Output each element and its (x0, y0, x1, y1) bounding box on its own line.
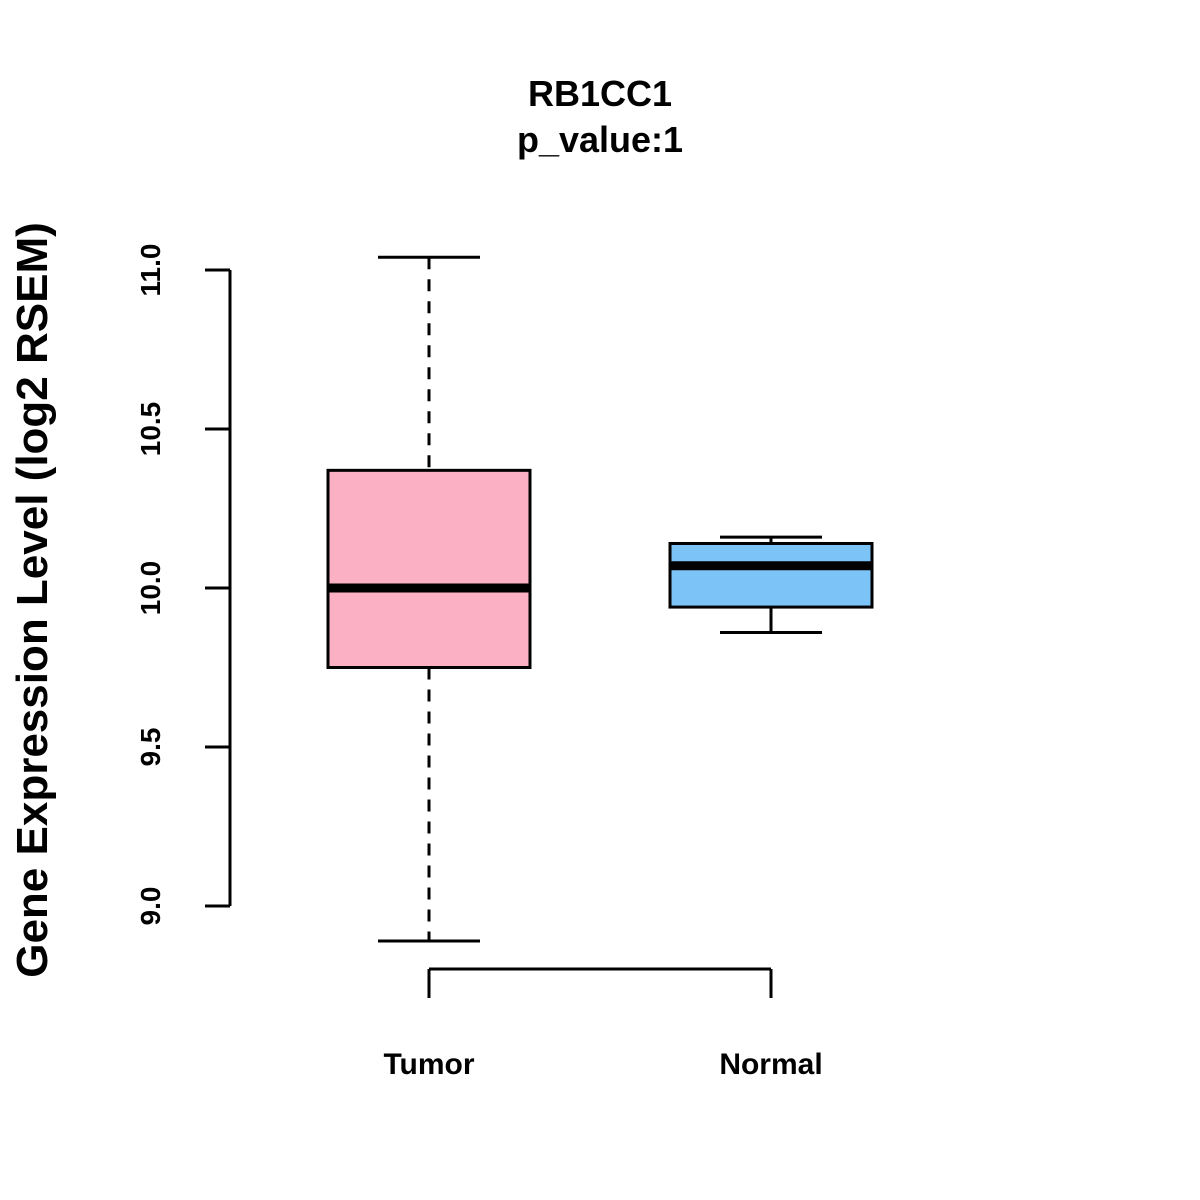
y-tick-label: 9.5 (135, 728, 166, 767)
box-normal (668, 535, 874, 635)
y-tick-label: 9.0 (135, 887, 166, 926)
x-category-label: Normal (719, 1048, 822, 1081)
chart-title: RB1CC1 (528, 73, 672, 114)
x-category-label: Tumor (383, 1048, 474, 1081)
y-tick-label: 10.5 (135, 402, 166, 457)
x-axis-labels: Tumor Normal (383, 1048, 822, 1081)
y-tick-label: 10.0 (135, 561, 166, 616)
box-tumor (326, 255, 532, 943)
chart-subtitle: p_value:1 (517, 119, 683, 160)
comparison-bracket (427, 967, 773, 998)
iqr-box (668, 541, 874, 609)
y-axis-title: Gene Expression Level (log2 RSEM) (8, 222, 57, 978)
y-tick-label: 11.0 (135, 244, 166, 297)
y-axis: 9.0 9.5 10.0 10.5 11.0 (135, 244, 232, 926)
iqr-box (326, 468, 532, 669)
boxes-group (326, 255, 874, 943)
